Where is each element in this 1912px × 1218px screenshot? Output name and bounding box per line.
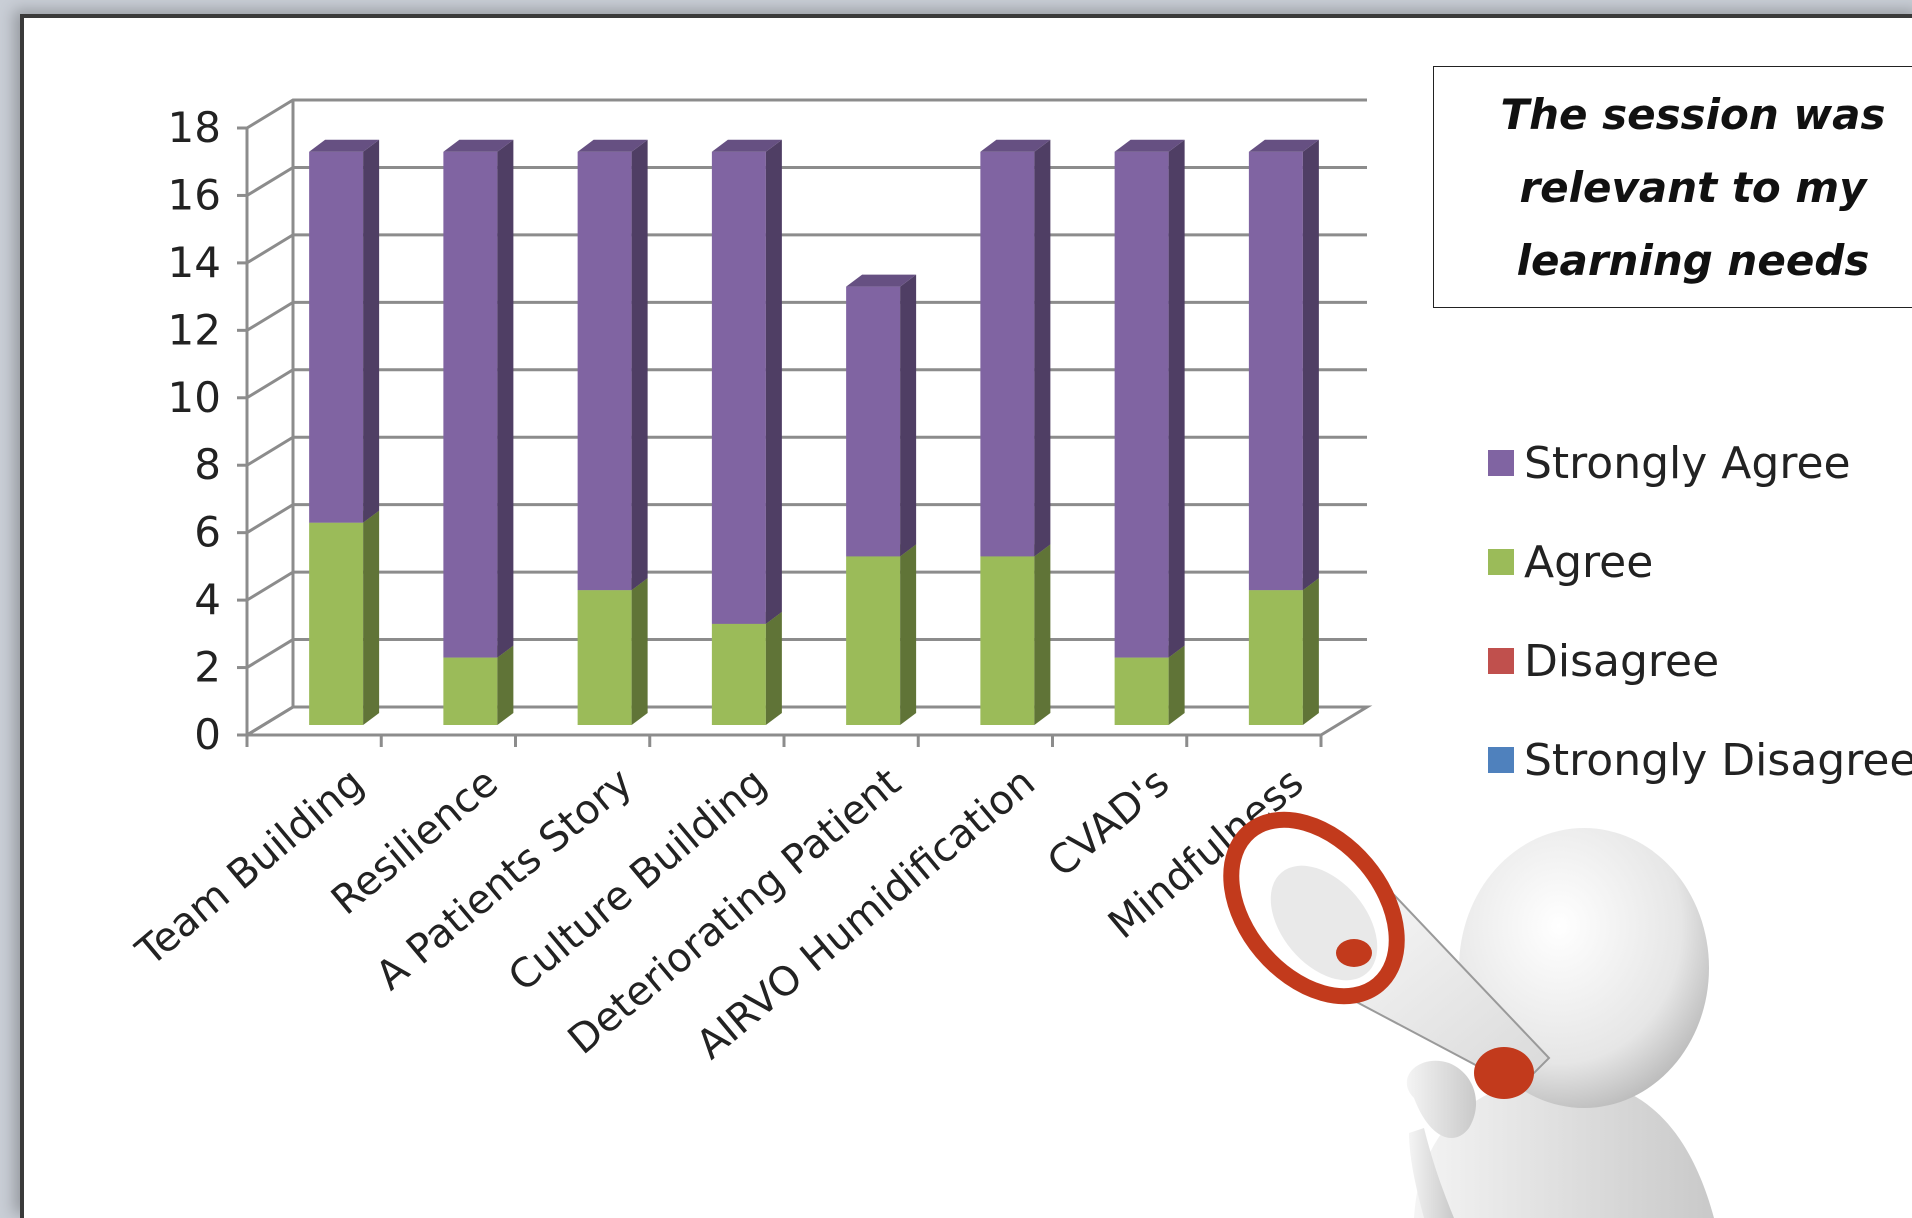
bar-segment: [1114, 139, 1185, 658]
y-tick-label: 4: [194, 575, 221, 624]
gridline: [246, 570, 1367, 602]
megaphone-figure-icon: [1223, 811, 1714, 1218]
legend-item: Strongly Agree: [1488, 438, 1851, 489]
bar-stack: [1114, 139, 1185, 725]
bar-segment: [711, 611, 782, 725]
bar-segment: [980, 139, 1051, 557]
y-tick-label: 6: [194, 508, 221, 557]
bar-stack: [1248, 139, 1319, 725]
bar-stack: [846, 274, 917, 725]
bar-segment: [309, 510, 380, 725]
gridline: [246, 638, 1367, 669]
axes: [237, 100, 1323, 747]
legend-label: Disagree: [1524, 636, 1719, 687]
bar-segment: [846, 274, 917, 557]
chart-title: The session was relevant to my learning …: [1500, 89, 1886, 285]
gridline: [246, 300, 1367, 332]
chart-title-box: The session was relevant to my learning …: [1433, 66, 1912, 308]
bar-segment: [711, 139, 782, 624]
chart-floor: [241, 705, 1373, 737]
legend-item: Agree: [1488, 537, 1653, 588]
legend-label: Strongly Agree: [1524, 438, 1851, 489]
y-tick-label: 18: [168, 103, 221, 152]
bar-stack: [443, 139, 514, 725]
gridline: [246, 368, 1367, 400]
grid: [241, 98, 1373, 737]
legend-swatch: [1488, 450, 1514, 476]
legend-swatch: [1488, 747, 1514, 773]
legend-swatch: [1488, 549, 1514, 575]
bar-segment: [577, 578, 648, 725]
legend-swatch: [1488, 648, 1514, 674]
legend-label: Strongly Disagree: [1524, 735, 1912, 786]
chart-frame: 0 2 4 6 8 10 12 14 16 18 Team Building Resilience A …: [20, 14, 1912, 1218]
bar-segment: [1248, 578, 1319, 725]
x-category-label: Team Building: [127, 759, 372, 975]
y-tick-label: 0: [194, 710, 221, 759]
legend-item: Strongly Disagree: [1488, 735, 1912, 786]
gridline: [246, 165, 1367, 197]
legend-label: Agree: [1524, 537, 1653, 588]
y-tick-label: 8: [194, 440, 221, 489]
legend-item: Disagree: [1488, 636, 1719, 687]
gridline: [246, 435, 1367, 467]
bar-segment: [577, 139, 648, 591]
bar-stack: [711, 139, 782, 725]
bar-segment: [846, 544, 917, 725]
y-tick-label: 12: [168, 305, 221, 354]
y-tick-label: 14: [168, 238, 221, 287]
y-tick-label: 10: [168, 373, 221, 422]
bars: [309, 139, 1319, 725]
gridline: [246, 98, 1367, 130]
bar-segment: [980, 544, 1051, 725]
y-tick-label: 16: [168, 170, 221, 219]
y-tick-label: 2: [194, 643, 221, 692]
bar-segment: [1248, 139, 1319, 591]
bar-stack: [577, 139, 648, 725]
bar-stack: [980, 139, 1051, 725]
gridline: [246, 503, 1367, 534]
bar-segment: [443, 139, 514, 658]
bar-segment: [309, 139, 380, 523]
gridline: [246, 233, 1367, 265]
bar-stack: [309, 139, 380, 725]
legend: Strongly Agree Agree Disagree Strongly Disa…: [1488, 438, 1912, 786]
